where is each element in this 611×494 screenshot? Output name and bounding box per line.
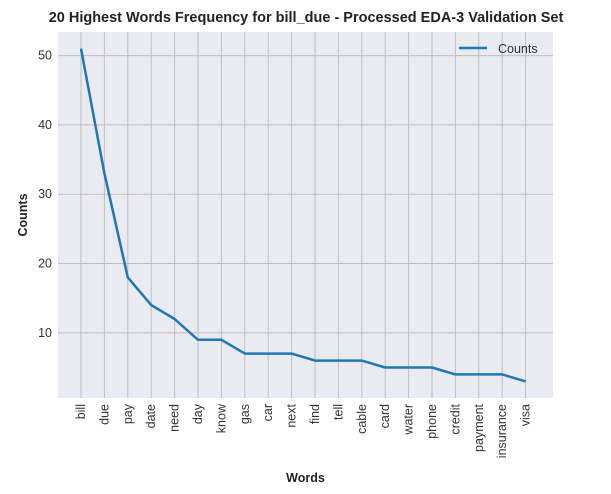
plot-area <box>58 32 553 398</box>
x-tick-label: gas <box>238 404 252 424</box>
y-tick-label: 20 <box>38 257 52 271</box>
y-tick-label: 30 <box>38 187 52 201</box>
x-tick-label: find <box>308 404 322 424</box>
x-tick-label: visa <box>519 404 533 426</box>
x-tick-label: phone <box>425 404 439 439</box>
x-axis-label: Words <box>286 471 325 485</box>
x-tick-label: next <box>285 403 299 427</box>
x-tick-label: pay <box>121 403 135 424</box>
y-tick-label: 50 <box>38 49 52 63</box>
x-tick-label: car <box>261 404 275 421</box>
x-tick-label: payment <box>472 403 486 451</box>
x-tick-label: date <box>144 404 158 428</box>
x-tick-label: due <box>97 404 111 425</box>
y-tick-label: 10 <box>38 326 52 340</box>
y-axis-label: Counts <box>16 193 30 236</box>
x-axis-ticks: bill due pay date need day know gas car next find t… <box>74 403 533 458</box>
x-tick-label: credit <box>448 403 462 434</box>
x-tick-label: bill <box>74 404 88 419</box>
grid-lines <box>58 32 553 398</box>
y-axis-ticks: 10 20 30 40 50 <box>38 49 52 340</box>
x-tick-label: water <box>402 404 416 436</box>
series-line-counts <box>79 48 526 383</box>
legend: Counts <box>459 42 538 56</box>
x-tick-label: know <box>214 403 228 433</box>
chart-title: 20 Highest Words Frequency for bill_due … <box>49 10 564 26</box>
x-tick-label: card <box>378 404 392 428</box>
y-tick-label: 40 <box>38 118 52 132</box>
x-tick-label: tell <box>331 404 345 420</box>
x-tick-label: day <box>191 403 205 424</box>
legend-label: Counts <box>498 42 538 56</box>
x-tick-label: need <box>168 404 182 432</box>
x-tick-label: cable <box>355 404 369 434</box>
x-tick-label: insurance <box>495 404 509 458</box>
